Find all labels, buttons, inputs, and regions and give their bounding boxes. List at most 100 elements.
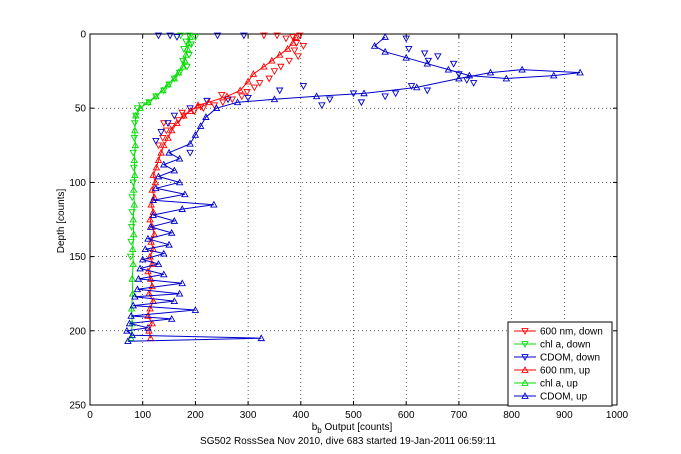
data-point xyxy=(160,249,168,257)
data-point xyxy=(423,59,432,67)
data-point xyxy=(191,130,200,138)
data-point xyxy=(244,94,252,102)
data-point xyxy=(138,255,147,263)
data-point xyxy=(405,45,413,53)
data-point xyxy=(186,33,194,40)
x-tick-label: 700 xyxy=(451,410,468,421)
data-point xyxy=(165,148,173,156)
data-point xyxy=(164,133,172,141)
data-point xyxy=(123,326,131,334)
data-point xyxy=(170,217,179,224)
data-point xyxy=(167,123,176,130)
data-point xyxy=(160,141,168,149)
data-point xyxy=(148,282,156,290)
data-point xyxy=(289,34,297,41)
data-point xyxy=(290,47,299,55)
data-point xyxy=(175,289,184,297)
data-point xyxy=(133,105,142,113)
data-point xyxy=(217,91,226,99)
data-point xyxy=(152,163,161,171)
x-axis-label-main: b xyxy=(312,422,318,433)
data-point xyxy=(131,171,139,178)
data-point xyxy=(165,240,173,248)
data-point xyxy=(170,297,179,304)
data-point xyxy=(146,274,155,282)
data-point xyxy=(174,68,183,76)
data-point xyxy=(136,104,144,112)
data-point xyxy=(131,292,139,300)
x-axis-label-subscript: b xyxy=(317,426,322,435)
data-point xyxy=(144,98,152,106)
data-point xyxy=(157,148,165,156)
y-tick-label: 0 xyxy=(80,30,86,41)
data-point xyxy=(131,126,139,134)
data-point xyxy=(183,44,192,52)
data-point xyxy=(134,274,143,282)
data-point xyxy=(502,74,511,82)
data-point xyxy=(233,98,242,106)
legend-label: chl a, up xyxy=(540,379,578,390)
data-point xyxy=(228,96,237,104)
data-point xyxy=(265,75,273,83)
data-point xyxy=(130,156,139,163)
data-point xyxy=(203,97,211,105)
data-point xyxy=(260,32,268,40)
data-point xyxy=(294,53,302,61)
chart-title: SG502 RossSea Nov 2010, dive 683 started… xyxy=(200,436,496,447)
data-point xyxy=(191,306,200,313)
series-line-600-nm-up xyxy=(147,36,296,339)
data-point xyxy=(412,83,421,91)
data-point xyxy=(170,112,179,120)
data-point xyxy=(486,68,495,76)
data-point xyxy=(178,279,186,287)
legend-label: 600 nm, down xyxy=(540,327,603,338)
y-axis-label: Depth [counts] xyxy=(56,189,67,254)
data-point xyxy=(420,50,429,58)
data-point xyxy=(318,102,326,110)
legend-entry: chl a, up xyxy=(514,379,578,390)
data-point xyxy=(257,334,266,342)
x-tick-label: 400 xyxy=(292,410,309,421)
legend-box xyxy=(507,321,613,407)
data-point xyxy=(128,245,137,253)
data-point xyxy=(181,56,189,64)
data-point xyxy=(291,33,300,40)
data-point xyxy=(213,32,222,40)
data-point xyxy=(204,98,213,106)
data-point xyxy=(295,32,304,40)
data-point xyxy=(185,32,193,40)
data-point xyxy=(202,113,210,120)
y-tick-label: 250 xyxy=(69,401,86,412)
data-point xyxy=(275,87,284,95)
data-point xyxy=(147,200,155,208)
data-point xyxy=(210,200,218,208)
data-point xyxy=(128,331,136,339)
data-point xyxy=(191,34,200,41)
data-point xyxy=(469,80,478,87)
data-point xyxy=(158,86,167,94)
data-point xyxy=(162,127,171,135)
data-point xyxy=(381,33,389,40)
data-point xyxy=(178,205,186,212)
data-point xyxy=(275,50,284,58)
data-point xyxy=(149,171,158,178)
data-point xyxy=(391,90,400,98)
data-point xyxy=(149,196,158,204)
series-600-nm-up xyxy=(144,33,300,342)
legend-swatch-marker xyxy=(521,341,529,348)
data-point xyxy=(182,38,190,46)
data-point xyxy=(125,319,134,327)
data-point xyxy=(299,83,308,90)
data-point xyxy=(268,56,276,64)
data-point xyxy=(158,135,167,142)
y-tick-label: 50 xyxy=(75,104,87,115)
data-point xyxy=(144,234,152,242)
data-point xyxy=(381,47,389,55)
data-point xyxy=(175,154,184,162)
x-tick-label: 500 xyxy=(345,410,362,421)
data-point xyxy=(260,62,268,70)
x-tick-label: 100 xyxy=(134,410,151,421)
x-tick-label: 300 xyxy=(240,410,257,421)
data-point xyxy=(160,270,168,278)
data-point xyxy=(465,71,474,79)
